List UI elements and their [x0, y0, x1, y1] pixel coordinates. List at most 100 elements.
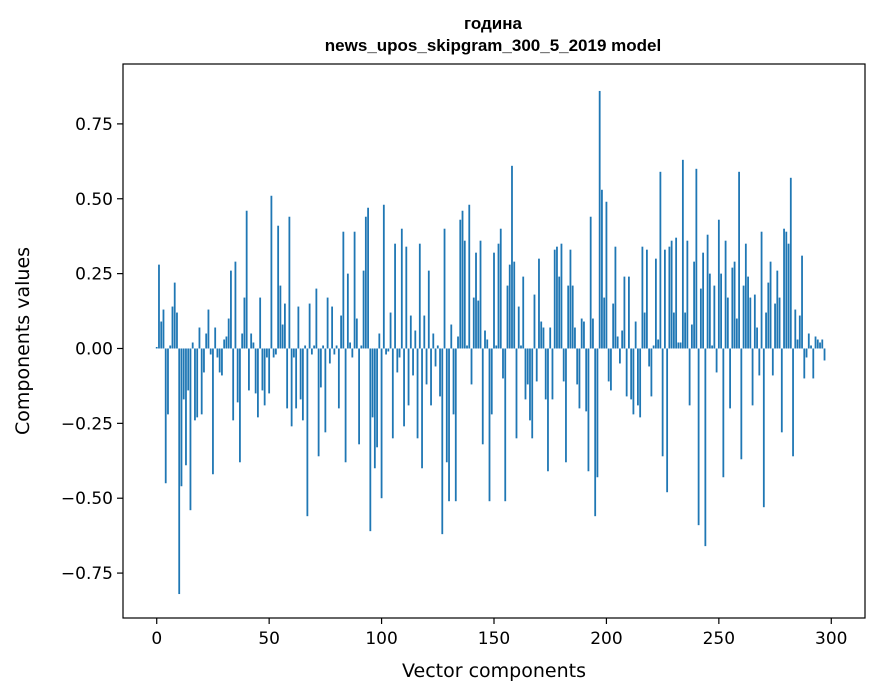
bar-175	[549, 327, 552, 349]
bar-125	[436, 345, 439, 349]
bar-210	[628, 276, 630, 349]
bar-102	[385, 348, 387, 355]
bar-199	[603, 297, 606, 349]
bar-94	[367, 207, 369, 349]
bar-56	[281, 324, 284, 349]
bar-179	[558, 276, 561, 349]
bar-73	[319, 348, 322, 388]
bar-44	[254, 348, 257, 394]
bar-72	[317, 348, 320, 457]
bar-77	[328, 348, 331, 364]
bar-260	[740, 348, 743, 460]
bar-15	[189, 348, 192, 511]
bar-270	[762, 348, 765, 508]
bar-146	[484, 330, 486, 349]
bar-63	[297, 306, 300, 349]
bar-68	[308, 303, 311, 349]
x-tick-label: 50	[258, 629, 280, 649]
bar-95	[369, 348, 372, 532]
bar-255	[729, 348, 731, 409]
bar-263	[747, 276, 749, 349]
bar-119	[423, 315, 426, 349]
bar-227	[666, 348, 669, 493]
bar-70	[313, 345, 316, 349]
bar-148	[488, 348, 491, 502]
bar-43	[252, 342, 255, 349]
bar-12	[182, 348, 185, 400]
bar-205	[616, 336, 619, 349]
bar-133	[454, 348, 457, 502]
bar-81	[337, 348, 340, 409]
bar-16	[191, 342, 194, 349]
bar-284	[794, 309, 797, 349]
bar-285	[796, 339, 799, 349]
bar-23	[207, 309, 210, 349]
bar-282	[789, 177, 792, 349]
bar-114	[412, 348, 414, 376]
bar-288	[803, 348, 806, 379]
bar-271	[765, 312, 767, 349]
bar-151	[495, 345, 498, 349]
bar-89	[355, 318, 358, 349]
bar-291	[810, 345, 812, 349]
bar-69	[310, 348, 313, 355]
bar-208	[623, 276, 626, 349]
bar-198	[601, 189, 603, 349]
bar-173	[544, 348, 547, 400]
bar-174	[547, 348, 549, 472]
bar-131	[450, 324, 453, 349]
bar-60	[290, 348, 293, 427]
bar-258	[735, 318, 738, 349]
bar-0	[155, 346, 158, 349]
bar-268	[758, 348, 761, 376]
bar-178	[556, 246, 558, 349]
y-tick-label: −0.50	[61, 489, 113, 509]
bar-2	[160, 321, 163, 349]
bar-54	[277, 225, 280, 349]
bar-214	[637, 348, 639, 406]
bar-164	[524, 348, 527, 400]
bar-290	[807, 333, 810, 349]
bar-202	[610, 348, 612, 391]
bar-241	[697, 348, 700, 526]
bar-83	[342, 231, 345, 349]
bar-177	[553, 249, 556, 349]
y-tick-label: −0.75	[61, 564, 113, 584]
bar-51	[270, 195, 273, 349]
bar-74	[322, 345, 325, 349]
bar-287	[801, 255, 803, 349]
bar-66	[304, 345, 307, 349]
bar-211	[630, 348, 633, 400]
bar-192	[587, 348, 590, 472]
bar-297	[823, 348, 826, 361]
bar-163	[522, 276, 525, 349]
bar-48	[263, 348, 266, 406]
bar-64	[299, 348, 302, 400]
bar-240	[695, 168, 698, 349]
bar-213	[634, 321, 637, 349]
bar-108	[398, 348, 401, 358]
bar-203	[612, 303, 615, 349]
bar-11	[180, 348, 183, 487]
bar-88	[353, 231, 356, 349]
bar-124	[434, 348, 437, 367]
bar-35	[234, 261, 237, 349]
x-tick-label: 200	[590, 629, 622, 649]
bar-243	[702, 252, 705, 349]
bar-71	[315, 288, 318, 349]
bar-231	[675, 237, 678, 349]
bar-127	[441, 348, 444, 535]
bar-86	[349, 342, 351, 349]
y-tick-label: 0.25	[75, 265, 113, 285]
bar-6	[169, 345, 172, 349]
bar-52	[272, 348, 275, 358]
bar-230	[672, 312, 675, 349]
bar-62	[295, 348, 298, 409]
bar-150	[493, 252, 495, 349]
bar-232	[677, 342, 680, 349]
bar-167	[531, 348, 534, 439]
bar-239	[693, 261, 696, 349]
bar-40	[245, 210, 248, 349]
bar-224	[659, 171, 662, 349]
bar-101	[382, 204, 385, 349]
